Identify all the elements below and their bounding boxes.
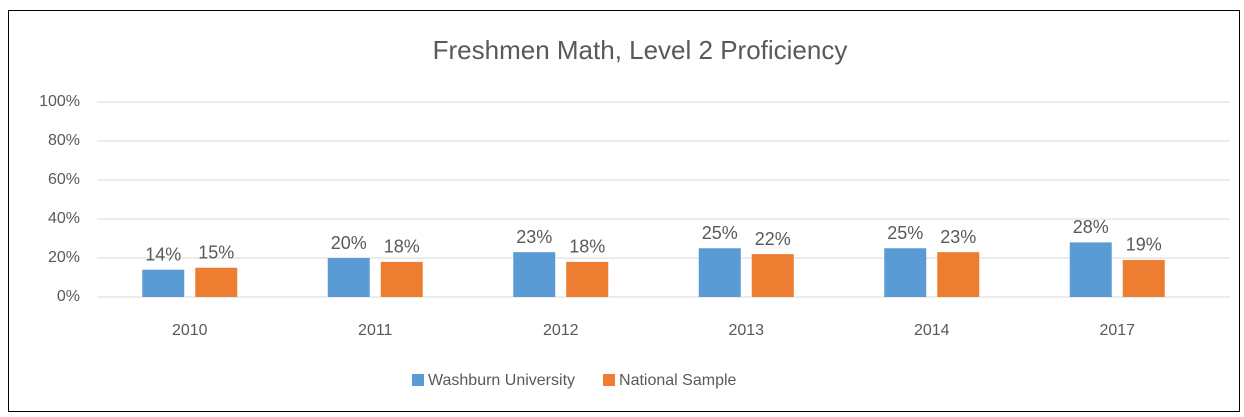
x-tick-label: 2010: [172, 322, 208, 339]
bar: [884, 248, 927, 297]
x-tick-label: 2012: [543, 322, 579, 339]
data-label: 23%: [940, 227, 976, 247]
bar: [380, 261, 423, 297]
data-label: 28%: [1073, 217, 1109, 237]
bar: [937, 252, 980, 297]
data-label: 25%: [702, 223, 738, 243]
chart-border: [8, 10, 1240, 412]
legend-label: Washburn University: [428, 372, 575, 389]
y-tick-label: 60%: [48, 171, 80, 188]
x-tick-label: 2011: [358, 322, 393, 339]
data-label: 18%: [569, 237, 605, 257]
bar: [327, 258, 370, 297]
y-tick-label: 20%: [48, 249, 80, 266]
data-label: 20%: [331, 233, 367, 253]
x-tick-label: 2017: [1099, 322, 1135, 339]
bar: [698, 248, 741, 297]
y-tick-label: 100%: [39, 93, 80, 110]
x-tick-label: 2013: [728, 322, 764, 339]
data-label: 15%: [198, 243, 234, 263]
legend-swatch: [412, 374, 424, 386]
data-label: 14%: [145, 244, 181, 264]
data-label: 25%: [887, 223, 923, 243]
bar: [751, 254, 794, 297]
chart-title: Freshmen Math, Level 2 Proficiency: [433, 35, 848, 65]
data-label: 19%: [1126, 235, 1162, 255]
bar: [142, 269, 185, 297]
bar: [1122, 259, 1165, 297]
data-label: 18%: [384, 237, 420, 257]
y-tick-label: 80%: [48, 132, 80, 149]
legend-swatch: [603, 374, 616, 386]
bar: [1069, 242, 1112, 297]
y-tick-label: 0%: [57, 288, 80, 305]
bar: [195, 267, 238, 297]
y-tick-label: 40%: [48, 210, 80, 227]
legend-label: National Sample: [619, 372, 737, 389]
x-tick-label: 2014: [914, 322, 950, 339]
bar: [513, 252, 556, 297]
data-label: 23%: [516, 227, 552, 247]
bar: [566, 261, 609, 297]
data-label: 22%: [755, 229, 791, 249]
